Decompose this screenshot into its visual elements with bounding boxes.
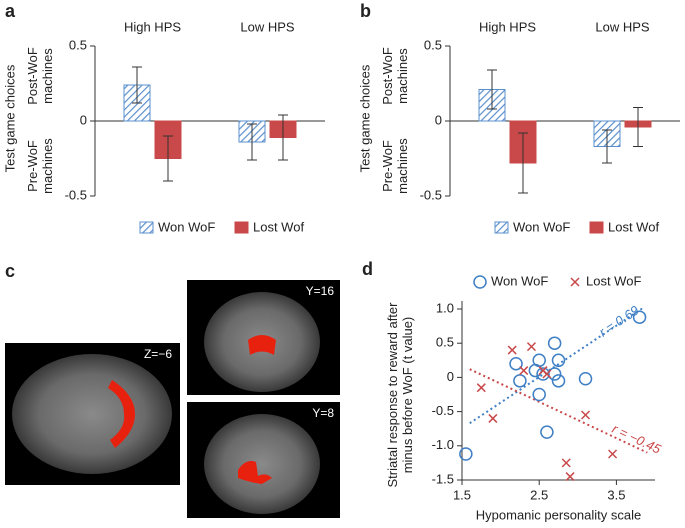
- panel-label: b: [360, 1, 371, 21]
- point: [540, 425, 554, 439]
- point: [476, 383, 486, 393]
- brain: [204, 414, 320, 514]
- legend-marker: [570, 277, 580, 287]
- point: [580, 410, 591, 420]
- x-tick-label: 3.5: [607, 487, 625, 502]
- y-tick-label: -0.5: [65, 187, 87, 202]
- panel-label: a: [5, 1, 16, 21]
- y-tick-label: -1.0: [432, 437, 454, 452]
- y-axis-label: Test game choices: [357, 64, 373, 173]
- legend-swatch: [494, 221, 509, 234]
- error-bar: [602, 129, 612, 164]
- axis-annotation: Post-WoF machines: [25, 47, 55, 105]
- point: [608, 449, 618, 459]
- panel-label: c: [5, 261, 15, 281]
- category-label: High HPS: [479, 19, 536, 34]
- axis-annotation: Pre-WoF machines: [380, 138, 410, 194]
- activation: [108, 380, 135, 448]
- y-tick-label: 0: [447, 369, 454, 384]
- x-tick-label: 1.5: [453, 487, 471, 502]
- activation: [238, 461, 272, 484]
- error-bar: [163, 135, 173, 182]
- error-bar: [633, 107, 643, 147]
- y-tick-label: 0.5: [424, 37, 442, 52]
- legend-marker: [473, 275, 487, 289]
- legend-label: Won WoF: [491, 273, 548, 288]
- point: [488, 413, 498, 423]
- error-bar: [132, 66, 142, 104]
- correlation-label: r = −0.45: [610, 421, 664, 457]
- error-bar: [518, 132, 528, 194]
- point: [459, 447, 473, 461]
- panel-label: d: [362, 259, 373, 279]
- legend-swatch: [589, 221, 604, 234]
- y-tick-label: 0.5: [436, 335, 454, 350]
- point: [532, 387, 546, 402]
- image-label: Y=16: [306, 284, 335, 298]
- point: [509, 356, 523, 371]
- y-tick-label: 0: [80, 112, 87, 127]
- point: [565, 472, 575, 482]
- category-label: Low HPS: [595, 19, 650, 34]
- point: [551, 374, 566, 388]
- point: [578, 372, 593, 386]
- axis-annotation: Pre-WoF machines: [25, 138, 55, 194]
- point: [542, 369, 552, 379]
- point: [547, 367, 562, 381]
- point: [561, 458, 571, 468]
- legend-label: Lost WoF: [586, 273, 641, 288]
- axis-annotation: Post-WoF machines: [380, 47, 410, 105]
- point: [507, 345, 517, 355]
- legend-label: Won WoF: [158, 219, 215, 234]
- point: [526, 342, 537, 352]
- legend-label: Lost Wof: [253, 219, 304, 234]
- brain: [12, 354, 172, 474]
- point: [513, 374, 527, 388]
- x-tick-label: 2.5: [530, 487, 548, 502]
- category-label: High HPS: [124, 19, 181, 34]
- legend-label: Won WoF: [513, 219, 570, 234]
- point: [632, 310, 647, 324]
- point: [519, 366, 529, 376]
- y-axis-label: Striatal response to reward after minus …: [385, 302, 415, 487]
- legend-swatch: [139, 221, 154, 234]
- y-axis-label: Test game choices: [2, 64, 18, 173]
- error-bar: [487, 69, 497, 110]
- y-tick-label: -0.5: [420, 187, 442, 202]
- activation: [248, 335, 276, 355]
- x-axis-label: Hypomanic personality scale: [476, 507, 641, 522]
- point: [551, 353, 566, 368]
- legend-label: Lost Wof: [608, 219, 659, 234]
- image-label: Y=8: [312, 406, 334, 420]
- y-tick-label: -0.5: [432, 403, 454, 418]
- y-tick-label: 1.0: [436, 300, 454, 315]
- error-bar: [247, 123, 257, 161]
- y-tick-label: 0.5: [69, 37, 87, 52]
- y-tick-label: 0: [435, 112, 442, 127]
- trend-line: [469, 368, 648, 454]
- y-tick-label: -1.5: [432, 471, 454, 486]
- error-bar: [278, 114, 288, 161]
- point: [532, 353, 546, 368]
- legend-swatch: [234, 221, 249, 234]
- category-label: Low HPS: [240, 19, 295, 34]
- image-label: Z=−6: [144, 347, 172, 361]
- point: [547, 336, 562, 350]
- axes: [461, 301, 655, 481]
